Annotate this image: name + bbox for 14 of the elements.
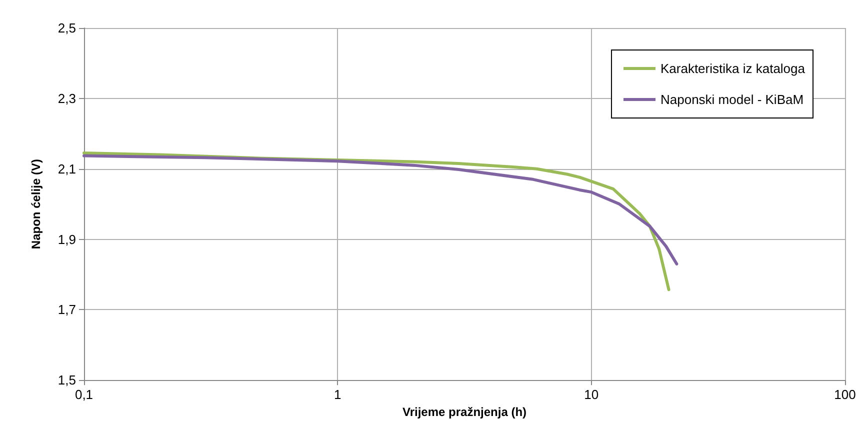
x-tick-label: 100 <box>834 387 856 402</box>
y-tick-label: 2,1 <box>58 161 76 176</box>
y-axis-title: Napon ćelije (V) <box>29 159 43 250</box>
y-tick-label: 1,5 <box>58 372 76 388</box>
y-tick-label: 2,3 <box>58 90 76 106</box>
y-tick-label: 2,5 <box>58 20 76 36</box>
y-tick-label: 1,9 <box>58 232 76 247</box>
y-tick-label: 1,7 <box>58 302 76 318</box>
x-tick-label: 0,1 <box>74 387 94 402</box>
x-axis-title: Vrijeme pražnjenja (h) <box>402 405 527 419</box>
legend-label: Naponski model - KiBaM <box>660 92 804 107</box>
x-tick-label: 10 <box>584 387 599 402</box>
legend-label: Karakteristika iz kataloga <box>660 61 806 76</box>
x-tick-label: 1 <box>334 387 342 402</box>
